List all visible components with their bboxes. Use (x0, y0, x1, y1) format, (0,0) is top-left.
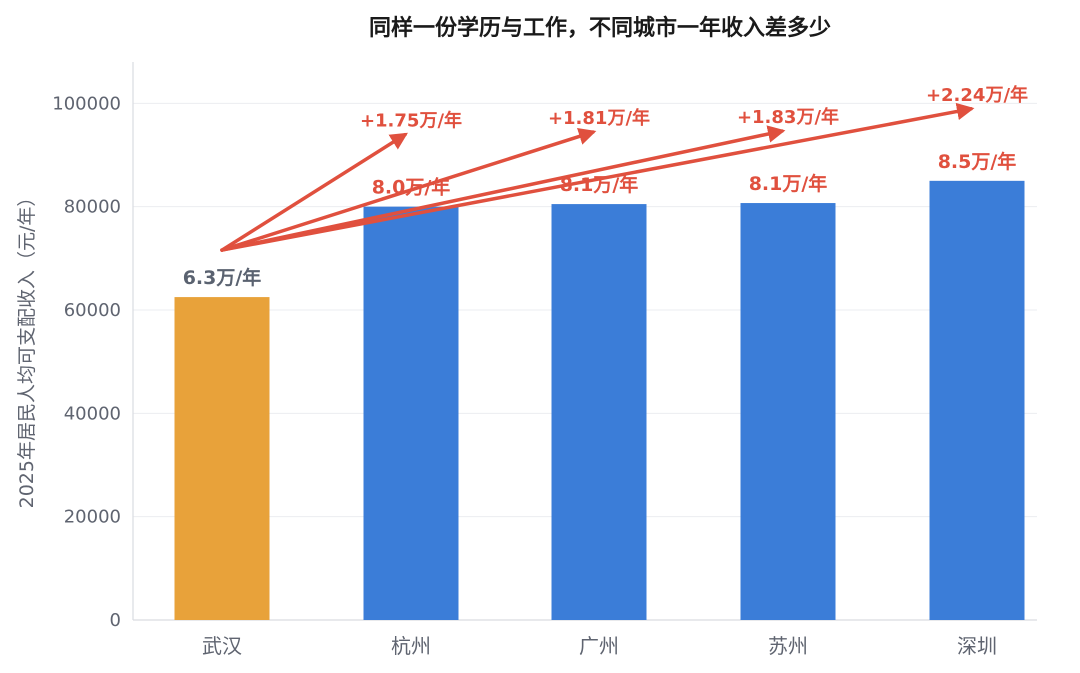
bar-value-label: 8.0万/年 (372, 176, 451, 199)
bar-value-label: 8.1万/年 (560, 173, 639, 196)
y-tick-labels: 0 20000 40000 60000 80000 100000 (52, 93, 121, 631)
diff-label: +1.83万/年 (737, 106, 839, 128)
y-tick-label: 40000 (64, 403, 121, 424)
diff-label: +1.81万/年 (548, 107, 650, 129)
bar-value-label: 8.1万/年 (749, 172, 828, 195)
bars (174, 180, 1025, 621)
x-category-labels: 武汉 杭州 广州 苏州 深圳 (202, 634, 997, 658)
y-tick-label: 80000 (64, 197, 121, 218)
x-category-label: 苏州 (768, 634, 808, 658)
bar-武汉 (174, 297, 270, 620)
value-labels: 6.3万/年 8.0万/年 8.1万/年 8.1万/年 8.5万/年 (183, 150, 1017, 289)
difference-arrows: +1.75万/年 +1.81万/年 +1.83万/年 +2.24万/年 (220, 84, 1028, 252)
diff-arrow (220, 127, 597, 252)
diff-arrow (220, 132, 408, 252)
diff-arrow (220, 102, 975, 252)
chart-title: 同样一份学历与工作，不同城市一年收入差多少 (369, 15, 831, 41)
y-tick-label: 0 (110, 610, 121, 631)
bar-深圳 (929, 180, 1025, 621)
diff-arrow (220, 125, 786, 252)
x-category-label: 广州 (579, 634, 619, 658)
x-category-label: 武汉 (202, 634, 242, 658)
bar-广州 (551, 204, 647, 621)
diff-label: +1.75万/年 (360, 110, 462, 132)
y-tick-label: 20000 (64, 507, 121, 528)
bar-value-label: 6.3万/年 (183, 266, 262, 289)
bar-value-label: 8.5万/年 (938, 150, 1017, 173)
bar-杭州 (363, 206, 459, 620)
x-category-label: 深圳 (957, 634, 997, 658)
bar-苏州 (740, 203, 836, 621)
y-axis-label: 2025年居民人均可支配收入（元/年） (16, 188, 38, 509)
x-category-label: 杭州 (391, 634, 431, 658)
y-tick-label: 60000 (64, 300, 121, 321)
y-tick-label: 100000 (52, 93, 121, 114)
diff-label: +2.24万/年 (926, 84, 1028, 106)
